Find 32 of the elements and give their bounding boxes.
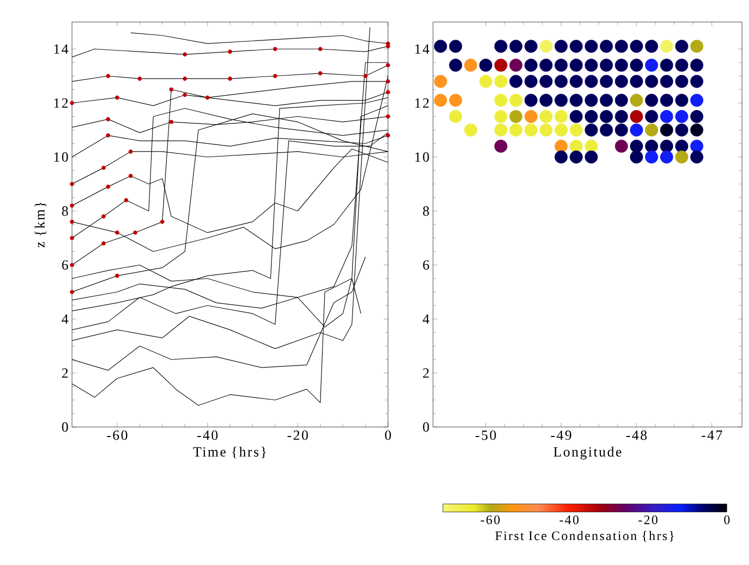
y-tick-label: 2 bbox=[62, 368, 68, 378]
y-tick-label: 4 bbox=[62, 314, 68, 324]
x-tick-label: -50 bbox=[476, 430, 496, 440]
x-tick-label: -20 bbox=[288, 430, 308, 440]
color-bar-title: First Ice Condensation {hrs} bbox=[495, 531, 674, 542]
x-tick-label: 0 bbox=[385, 430, 391, 440]
y-tick-label: 14 bbox=[415, 44, 430, 54]
y-tick-label: 10 bbox=[54, 152, 68, 162]
x-tick-label: -49 bbox=[550, 430, 572, 440]
y-tick-label: 0 bbox=[423, 422, 429, 432]
y-tick-label: 12 bbox=[54, 98, 68, 108]
y-tick-label: 6 bbox=[62, 260, 68, 270]
x-tick-label: -60 bbox=[106, 430, 128, 440]
color-bar-label: -40 bbox=[560, 515, 579, 524]
x-axis-title: Longitude bbox=[554, 446, 622, 460]
y-tick-label: 2 bbox=[423, 368, 429, 378]
y-tick-label: 10 bbox=[415, 152, 429, 162]
color-bar-label: 0 bbox=[724, 515, 730, 524]
y-axis-title: z {km} bbox=[34, 202, 46, 248]
y-tick-label: 6 bbox=[423, 260, 430, 270]
color-bar-label: -60 bbox=[480, 515, 500, 524]
x-tick-label: -48 bbox=[626, 430, 647, 440]
y-tick-label: 14 bbox=[54, 44, 68, 54]
y-tick-label: 0 bbox=[62, 422, 68, 432]
y-tick-label: 8 bbox=[62, 206, 68, 216]
y-tick-label: 12 bbox=[415, 98, 429, 108]
x-tick-label: -47 bbox=[702, 430, 722, 440]
x-axis-title: Time {hrs} bbox=[193, 446, 266, 458]
y-tick-label: 8 bbox=[423, 206, 429, 216]
color-bar-label: -20 bbox=[638, 515, 658, 524]
y-tick-label: 4 bbox=[422, 314, 430, 324]
x-tick-label: -40 bbox=[197, 430, 218, 440]
